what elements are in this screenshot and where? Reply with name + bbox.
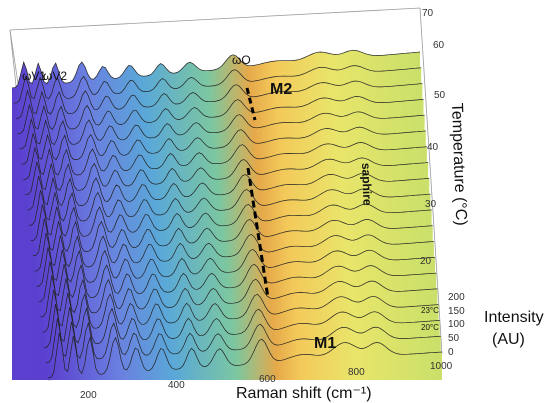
sapphire-label: saphire <box>359 163 374 206</box>
intensity-tick: 100 <box>448 319 465 330</box>
temp-tick: 60 <box>433 40 445 51</box>
spectrum-curve <box>23 142 427 180</box>
x-axis: 200 400 600 800 1000 Raman shift (cm⁻¹) <box>80 361 453 402</box>
intensity-tick: 50 <box>448 333 460 344</box>
x-tick: 400 <box>168 380 185 391</box>
temp-tick: 30 <box>425 199 437 210</box>
m1-label: M1 <box>314 335 336 352</box>
m2-label: M2 <box>270 81 292 98</box>
x-axis-title: Raman shift (cm⁻¹) <box>236 385 372 402</box>
intensity-tick: 200 <box>448 292 465 303</box>
temp-23-label: 23°C <box>421 306 439 315</box>
spectrum-curve <box>30 203 432 241</box>
omega-v1-label: ωV1 <box>22 69 46 83</box>
temp-tick: 50 <box>434 90 446 101</box>
spectrum-curve <box>25 157 429 196</box>
spectrum-curve <box>44 304 440 348</box>
omega-o-label: ωO <box>232 53 251 67</box>
intensity-axis: 200 150 100 50 0 Intensity (AU) <box>448 292 544 358</box>
x-tick: 1000 <box>430 361 453 372</box>
surface-band <box>48 332 442 380</box>
intensity-tick: 150 <box>448 306 465 317</box>
temperature-axis: 20 30 40 50 60 70 Temperature (°C) <box>420 8 469 267</box>
spectrum-curve <box>38 261 437 303</box>
spectrum-curve <box>36 247 436 287</box>
spectrum-curve <box>32 218 433 257</box>
spectrum-curve <box>21 126 426 165</box>
spectrum-curve <box>46 318 441 364</box>
omega-v2-label: ωV2 <box>43 69 67 83</box>
temp-tick: 40 <box>427 142 439 153</box>
spectrum-curve <box>15 80 423 119</box>
intensity-axis-title-line1: Intensity <box>484 309 544 326</box>
spectrum-curve <box>27 172 430 211</box>
spectrum-curve <box>40 275 438 318</box>
spectrum-curve <box>42 289 439 333</box>
peak-marker-upper <box>245 87 257 121</box>
spectrum-curve <box>17 96 424 135</box>
spectrum-curve <box>13 65 422 104</box>
x-tick: 600 <box>259 374 276 385</box>
spectrum-curve <box>47 332 443 379</box>
intensity-axis-title-line2: (AU) <box>492 331 525 348</box>
temp-tick: 20 <box>420 256 432 267</box>
spectrum-curve <box>19 111 425 150</box>
temperature-axis-title: Temperature (°C) <box>448 103 469 226</box>
spectrum-curve <box>29 188 431 226</box>
waterfall-surface <box>11 49 443 381</box>
spectrum-curve <box>11 49 421 89</box>
intensity-tick: 0 <box>448 347 454 358</box>
temp-tick: 70 <box>422 8 434 19</box>
x-tick: 800 <box>348 367 365 378</box>
x-tick: 200 <box>80 390 97 401</box>
temp-20-label: 20°C <box>421 323 439 332</box>
spectrum-curve <box>34 232 434 272</box>
